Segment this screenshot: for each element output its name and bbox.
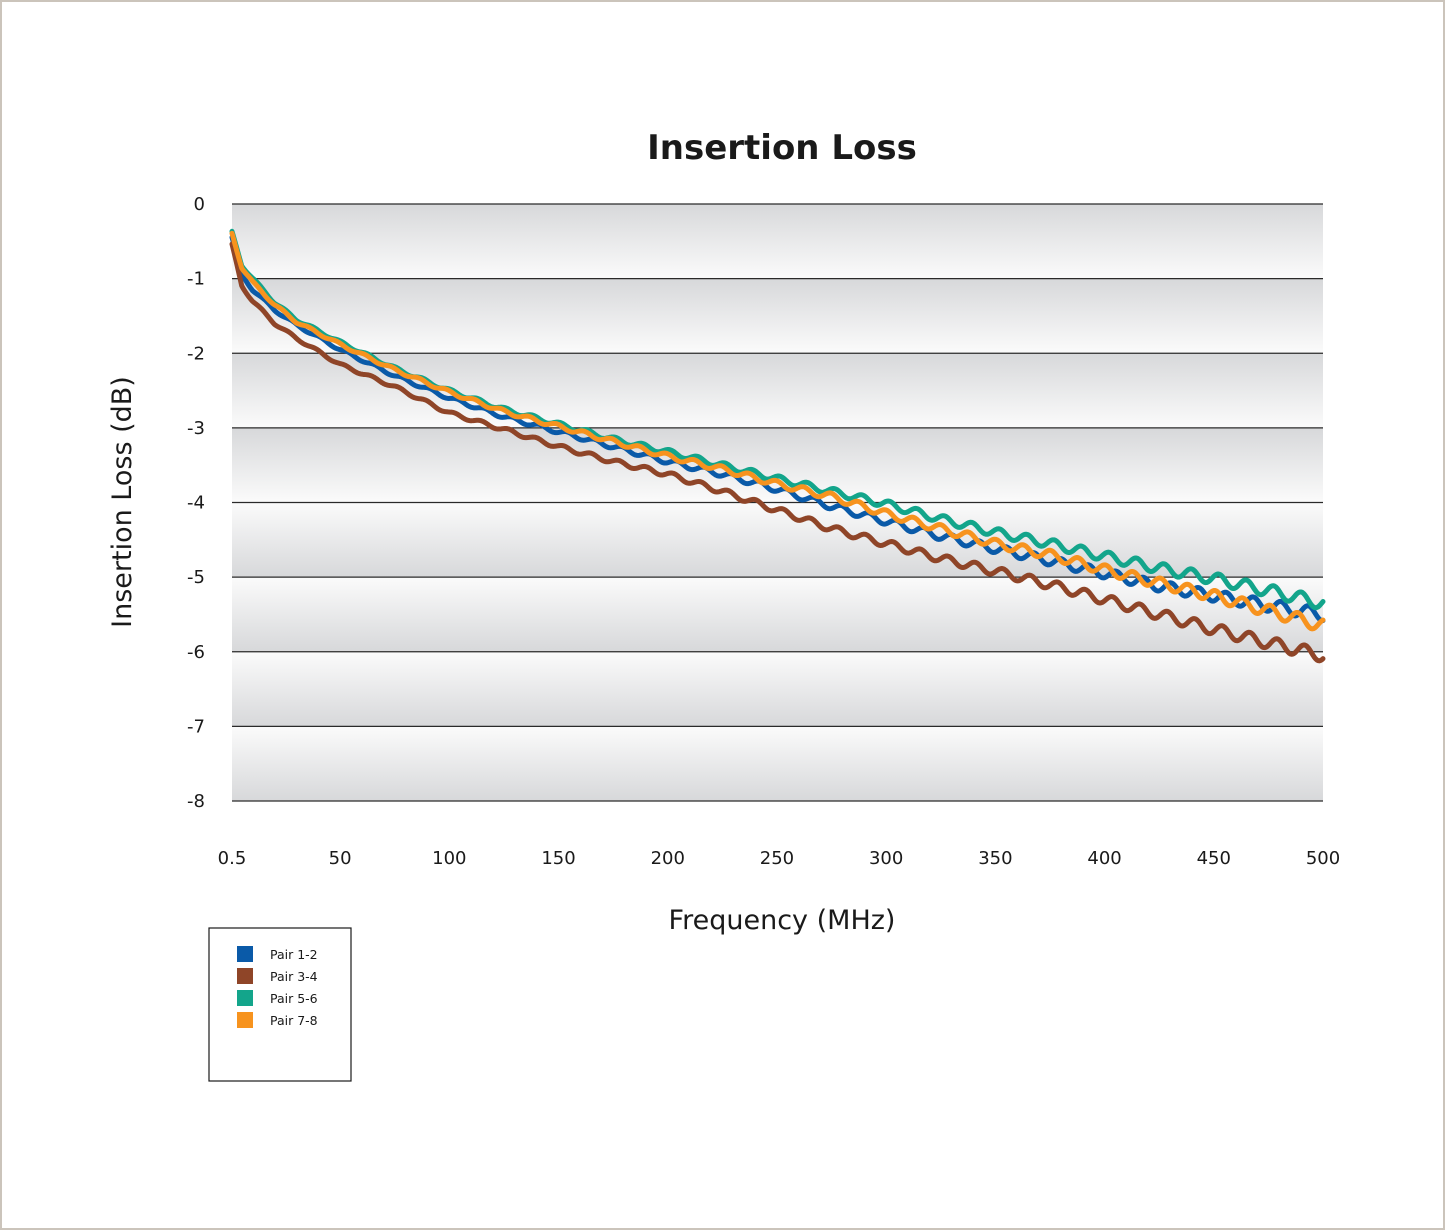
x-tick-label: 350 [978,848,1012,869]
plot-band [232,726,1323,801]
legend-swatch [237,990,253,1006]
legend-label: Pair 7-8 [270,1013,318,1028]
y-tick-label: -5 [187,567,205,588]
plot-band [232,204,1323,279]
legend-box [208,927,352,1082]
x-tick-label: 500 [1306,848,1340,869]
series-lines [229,228,1326,664]
x-tick-label: 50 [329,848,352,869]
x-tick-label: 0.5 [218,848,247,869]
x-axis-label: Frequency (MHz) [669,905,896,936]
plot-band [232,651,1323,727]
plot-band [232,278,1323,354]
plot-background [232,204,1323,801]
y-axis-label: Insertion Loss (dB) [107,376,138,628]
legend-label: Pair 3-4 [270,969,318,984]
legend-swatch [237,946,253,962]
plot-band [232,577,1323,652]
y-tick-label: -4 [187,493,205,514]
x-tick-label: 150 [541,848,575,869]
y-tick-label: -8 [187,791,205,812]
x-tick-label: 400 [1087,848,1121,869]
y-tick-label: -1 [187,269,205,290]
x-axis-ticks: 0.5 50 100 150 200 250 300 350 400 450 500 [218,848,1341,869]
legend: Pair 1-2 Pair 3-4 Pair 5-6 Pair 7-8 [208,927,352,1082]
y-tick-label: -3 [187,418,205,439]
x-tick-label: 200 [651,848,685,869]
x-tick-label: 300 [869,848,903,869]
chart-title: Insertion Loss [647,128,917,168]
series-line-pair-7-8 [229,230,1326,632]
plot-band [232,353,1323,428]
gridlines [232,203,1323,802]
legend-swatch [237,968,253,984]
legend-swatch [237,1012,253,1028]
y-tick-label: 0 [194,194,205,215]
y-tick-label: -6 [187,642,205,663]
y-tick-label: -2 [187,343,205,364]
x-tick-label: 100 [432,848,466,869]
y-axis-ticks: 0 -1 -2 -3 -4 -5 -6 -7 -8 [187,194,205,812]
x-tick-label: 450 [1197,848,1231,869]
legend-label: Pair 1-2 [270,947,318,962]
x-tick-label: 250 [760,848,794,869]
y-tick-label: -7 [187,716,205,737]
legend-label: Pair 5-6 [270,991,318,1006]
series-line-pair-3-4 [229,241,1326,664]
